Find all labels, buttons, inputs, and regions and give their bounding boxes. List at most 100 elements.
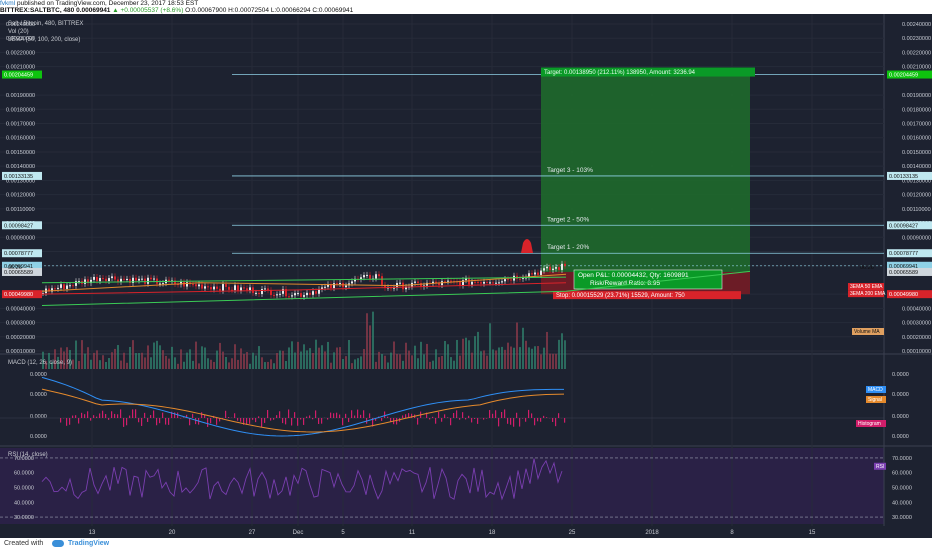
volume-bar [159,345,161,369]
stop-text: Stop: 0.00015529 (23.71%) 15529, Amount:… [556,293,685,299]
volume-bar [432,360,434,369]
macd-histogram-bar [282,418,284,424]
macd-histogram-bar [327,418,329,420]
macd-histogram-bar [381,418,383,421]
rsi-tag [874,462,886,470]
volume-bar [537,346,539,369]
macd-histogram-bar [456,410,458,418]
macd-histogram-bar [429,418,431,420]
volume-bar [519,347,521,369]
candle-body [195,284,197,287]
candle-body [159,283,161,285]
ma-tag [848,290,884,298]
x-tick-label: 15 [809,530,816,536]
volume-bar [408,350,410,369]
candle-body [219,288,221,291]
volume-bar [162,350,164,369]
macd-histogram-bar [279,411,281,418]
volume-bar [366,313,368,369]
macd-histogram-bar [360,414,362,418]
volume-bar [72,359,74,369]
volume-bar [300,351,302,369]
volume-bar [369,325,371,369]
volume-bar [273,363,275,369]
macd-histogram-bar [135,409,137,418]
candle-body [162,283,164,285]
candle-body [540,270,542,275]
candle-body [495,282,497,284]
ema-200-line [41,282,567,295]
stop-badge [553,291,741,300]
reward-zone [541,74,750,272]
candle-body [444,281,446,283]
macd-tick-label-left: 0.0000 [30,414,47,420]
volume-bar [99,360,101,369]
macd-histogram-bar [501,412,503,418]
volume-bar [315,339,317,369]
macd-histogram-bar [543,415,545,418]
candle-body [138,278,140,281]
candle-body [183,281,185,287]
macd-histogram-bar [354,415,356,418]
macd-tick-label: 0.0000 [892,392,909,398]
macd-histogram-bar [402,415,404,418]
macd-tick-label: 0.0000 [892,434,909,440]
price-marker-label: 0.00204459 [889,73,918,79]
candle-body [102,278,104,280]
macd-histogram-bar [87,411,89,418]
price-tick-label: 0.00230000 [902,36,931,42]
author-link[interactable]: fvkml [0,0,16,7]
candle-body [321,287,323,290]
candle-body [231,289,233,291]
macd-legend: MACD (12, 26, close, 9) [8,360,72,366]
macd-histogram-bar [93,415,95,418]
volume-bar [441,355,443,369]
candle-body [75,281,77,286]
volume-bar [126,362,128,369]
volume-bar [411,355,413,369]
pnl-text: Open P&L: 0.00004432, Qty: 1609891 [578,272,689,279]
macd-histogram-bar [477,418,479,424]
macd-histogram-bar [252,418,254,420]
macd-histogram-bar [114,413,116,418]
volume-bar [264,362,266,369]
candle-body [234,285,236,291]
volume-bar [354,359,356,369]
candle-body [198,284,200,287]
rsi-line [41,458,563,501]
volume-bar [564,340,566,369]
volume-bar [474,336,476,369]
candle-body [393,287,395,289]
candle-body [114,276,116,280]
volume-bar [555,353,557,369]
candle-body [186,282,188,287]
candle-body [213,286,215,290]
candle-body [126,278,128,280]
price-marker [887,171,932,180]
candle-body [264,288,266,290]
macd-histogram-bar [330,412,332,418]
volume-bar [282,350,284,369]
target-badge [541,67,755,77]
x-tick-label: 18 [489,530,496,536]
price-chart[interactable]: 0.00240000 0.00240000 0.00230000 0.00230000… [0,14,932,538]
macd-histogram-bar [417,418,419,425]
volume-bar [147,345,149,369]
volume-bar [540,354,542,369]
macd-histogram-bar [186,414,188,418]
volume-bar [138,353,140,369]
price-tick-label-left: 0.00240000 [6,22,35,28]
volume-bar [333,352,335,369]
macd-histogram-bar [105,414,107,418]
candle-body [531,273,533,275]
candle-body [42,293,44,295]
candle-body [360,277,362,280]
candle-body [72,285,74,287]
signal-tag-text: Signal [868,397,882,403]
rsi-tick-label-left: 40.0000 [14,500,34,506]
tradingview-brand[interactable]: TradingView [68,540,110,547]
volume-bar [135,353,137,369]
volume-bar [342,358,344,369]
macd-histogram-bar [66,418,68,426]
volume-bar [417,358,419,369]
